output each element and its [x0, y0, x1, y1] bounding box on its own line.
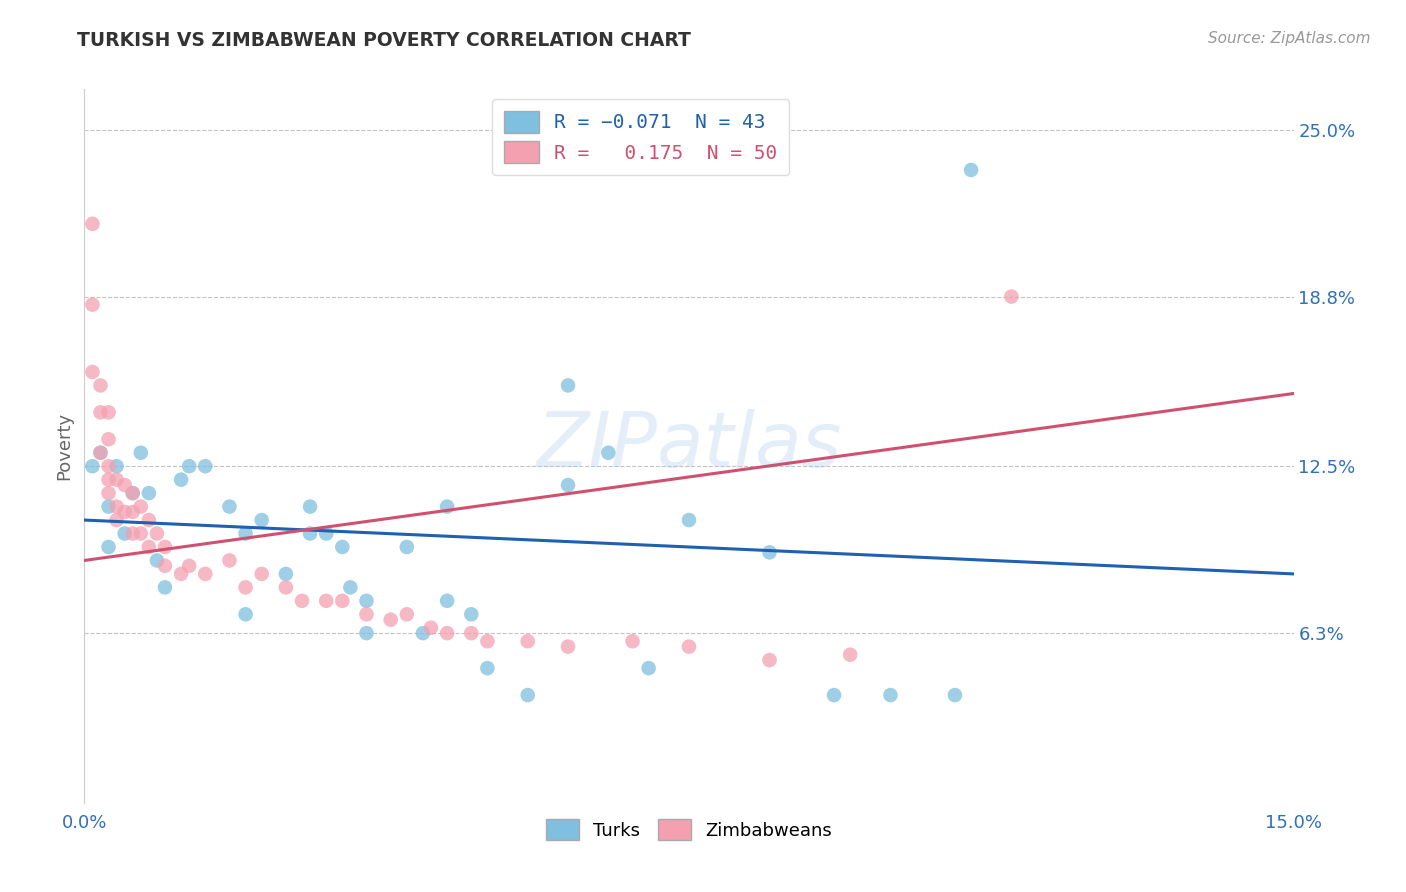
Point [356, 594, 378, 608]
Point [89, 378, 111, 392]
Point [758, 545, 780, 559]
Point [105, 500, 128, 514]
Point [179, 459, 201, 474]
Point [146, 526, 169, 541]
Point [339, 580, 361, 594]
Point [194, 459, 217, 474]
Point [129, 446, 152, 460]
Point [315, 594, 337, 608]
Point [879, 688, 901, 702]
Y-axis label: Poverty: Poverty [55, 412, 73, 480]
Point [839, 648, 862, 662]
Point [678, 513, 700, 527]
Point [460, 626, 482, 640]
Point [170, 473, 193, 487]
Legend: Turks, Zimbabweans: Turks, Zimbabweans [536, 808, 842, 851]
Point [291, 594, 314, 608]
Point [97, 540, 120, 554]
Point [82, 217, 104, 231]
Point [356, 626, 378, 640]
Point [97, 486, 120, 500]
Point [299, 500, 322, 514]
Point [380, 613, 402, 627]
Point [235, 580, 257, 594]
Point [598, 446, 620, 460]
Point [129, 500, 152, 514]
Point [105, 473, 128, 487]
Point [138, 486, 160, 500]
Point [153, 558, 176, 573]
Point [356, 607, 378, 622]
Point [89, 405, 111, 419]
Point [436, 594, 458, 608]
Point [516, 688, 538, 702]
Text: TURKISH VS ZIMBABWEAN POVERTY CORRELATION CHART: TURKISH VS ZIMBABWEAN POVERTY CORRELATIO… [77, 31, 692, 50]
Point [218, 500, 240, 514]
Point [170, 566, 193, 581]
Point [823, 688, 845, 702]
Point [138, 513, 160, 527]
Point [138, 540, 160, 554]
Point [274, 580, 297, 594]
Point [153, 540, 176, 554]
Point [420, 621, 443, 635]
Point [330, 540, 353, 554]
Point [557, 378, 579, 392]
Point [105, 513, 128, 527]
Point [477, 661, 499, 675]
Point [218, 553, 240, 567]
Point [97, 500, 120, 514]
Point [97, 432, 120, 446]
Point [557, 640, 579, 654]
Point [477, 634, 499, 648]
Point [153, 580, 176, 594]
Point [105, 459, 128, 474]
Point [637, 661, 659, 675]
Point [114, 526, 136, 541]
Point [250, 566, 273, 581]
Text: Source: ZipAtlas.com: Source: ZipAtlas.com [1208, 31, 1371, 46]
Point [960, 163, 983, 178]
Point [179, 558, 201, 573]
Point [330, 594, 353, 608]
Point [299, 526, 322, 541]
Point [315, 526, 337, 541]
Point [121, 486, 143, 500]
Point [121, 486, 143, 500]
Point [235, 526, 257, 541]
Point [194, 566, 217, 581]
Point [129, 526, 152, 541]
Point [89, 446, 111, 460]
Point [89, 446, 111, 460]
Point [436, 626, 458, 640]
Point [250, 513, 273, 527]
Point [395, 607, 418, 622]
Point [121, 505, 143, 519]
Point [82, 365, 104, 379]
Point [460, 607, 482, 622]
Point [97, 405, 120, 419]
Point [758, 653, 780, 667]
Point [121, 526, 143, 541]
Point [1000, 289, 1022, 303]
Point [516, 634, 538, 648]
Point [395, 540, 418, 554]
Point [97, 459, 120, 474]
Point [235, 607, 257, 622]
Point [274, 566, 297, 581]
Point [114, 505, 136, 519]
Point [412, 626, 434, 640]
Point [82, 459, 104, 474]
Point [82, 298, 104, 312]
Point [436, 500, 458, 514]
Text: ZIPatlas: ZIPatlas [536, 409, 842, 483]
Point [557, 478, 579, 492]
Point [678, 640, 700, 654]
Point [146, 553, 169, 567]
Point [621, 634, 644, 648]
Point [114, 478, 136, 492]
Point [943, 688, 966, 702]
Point [97, 473, 120, 487]
